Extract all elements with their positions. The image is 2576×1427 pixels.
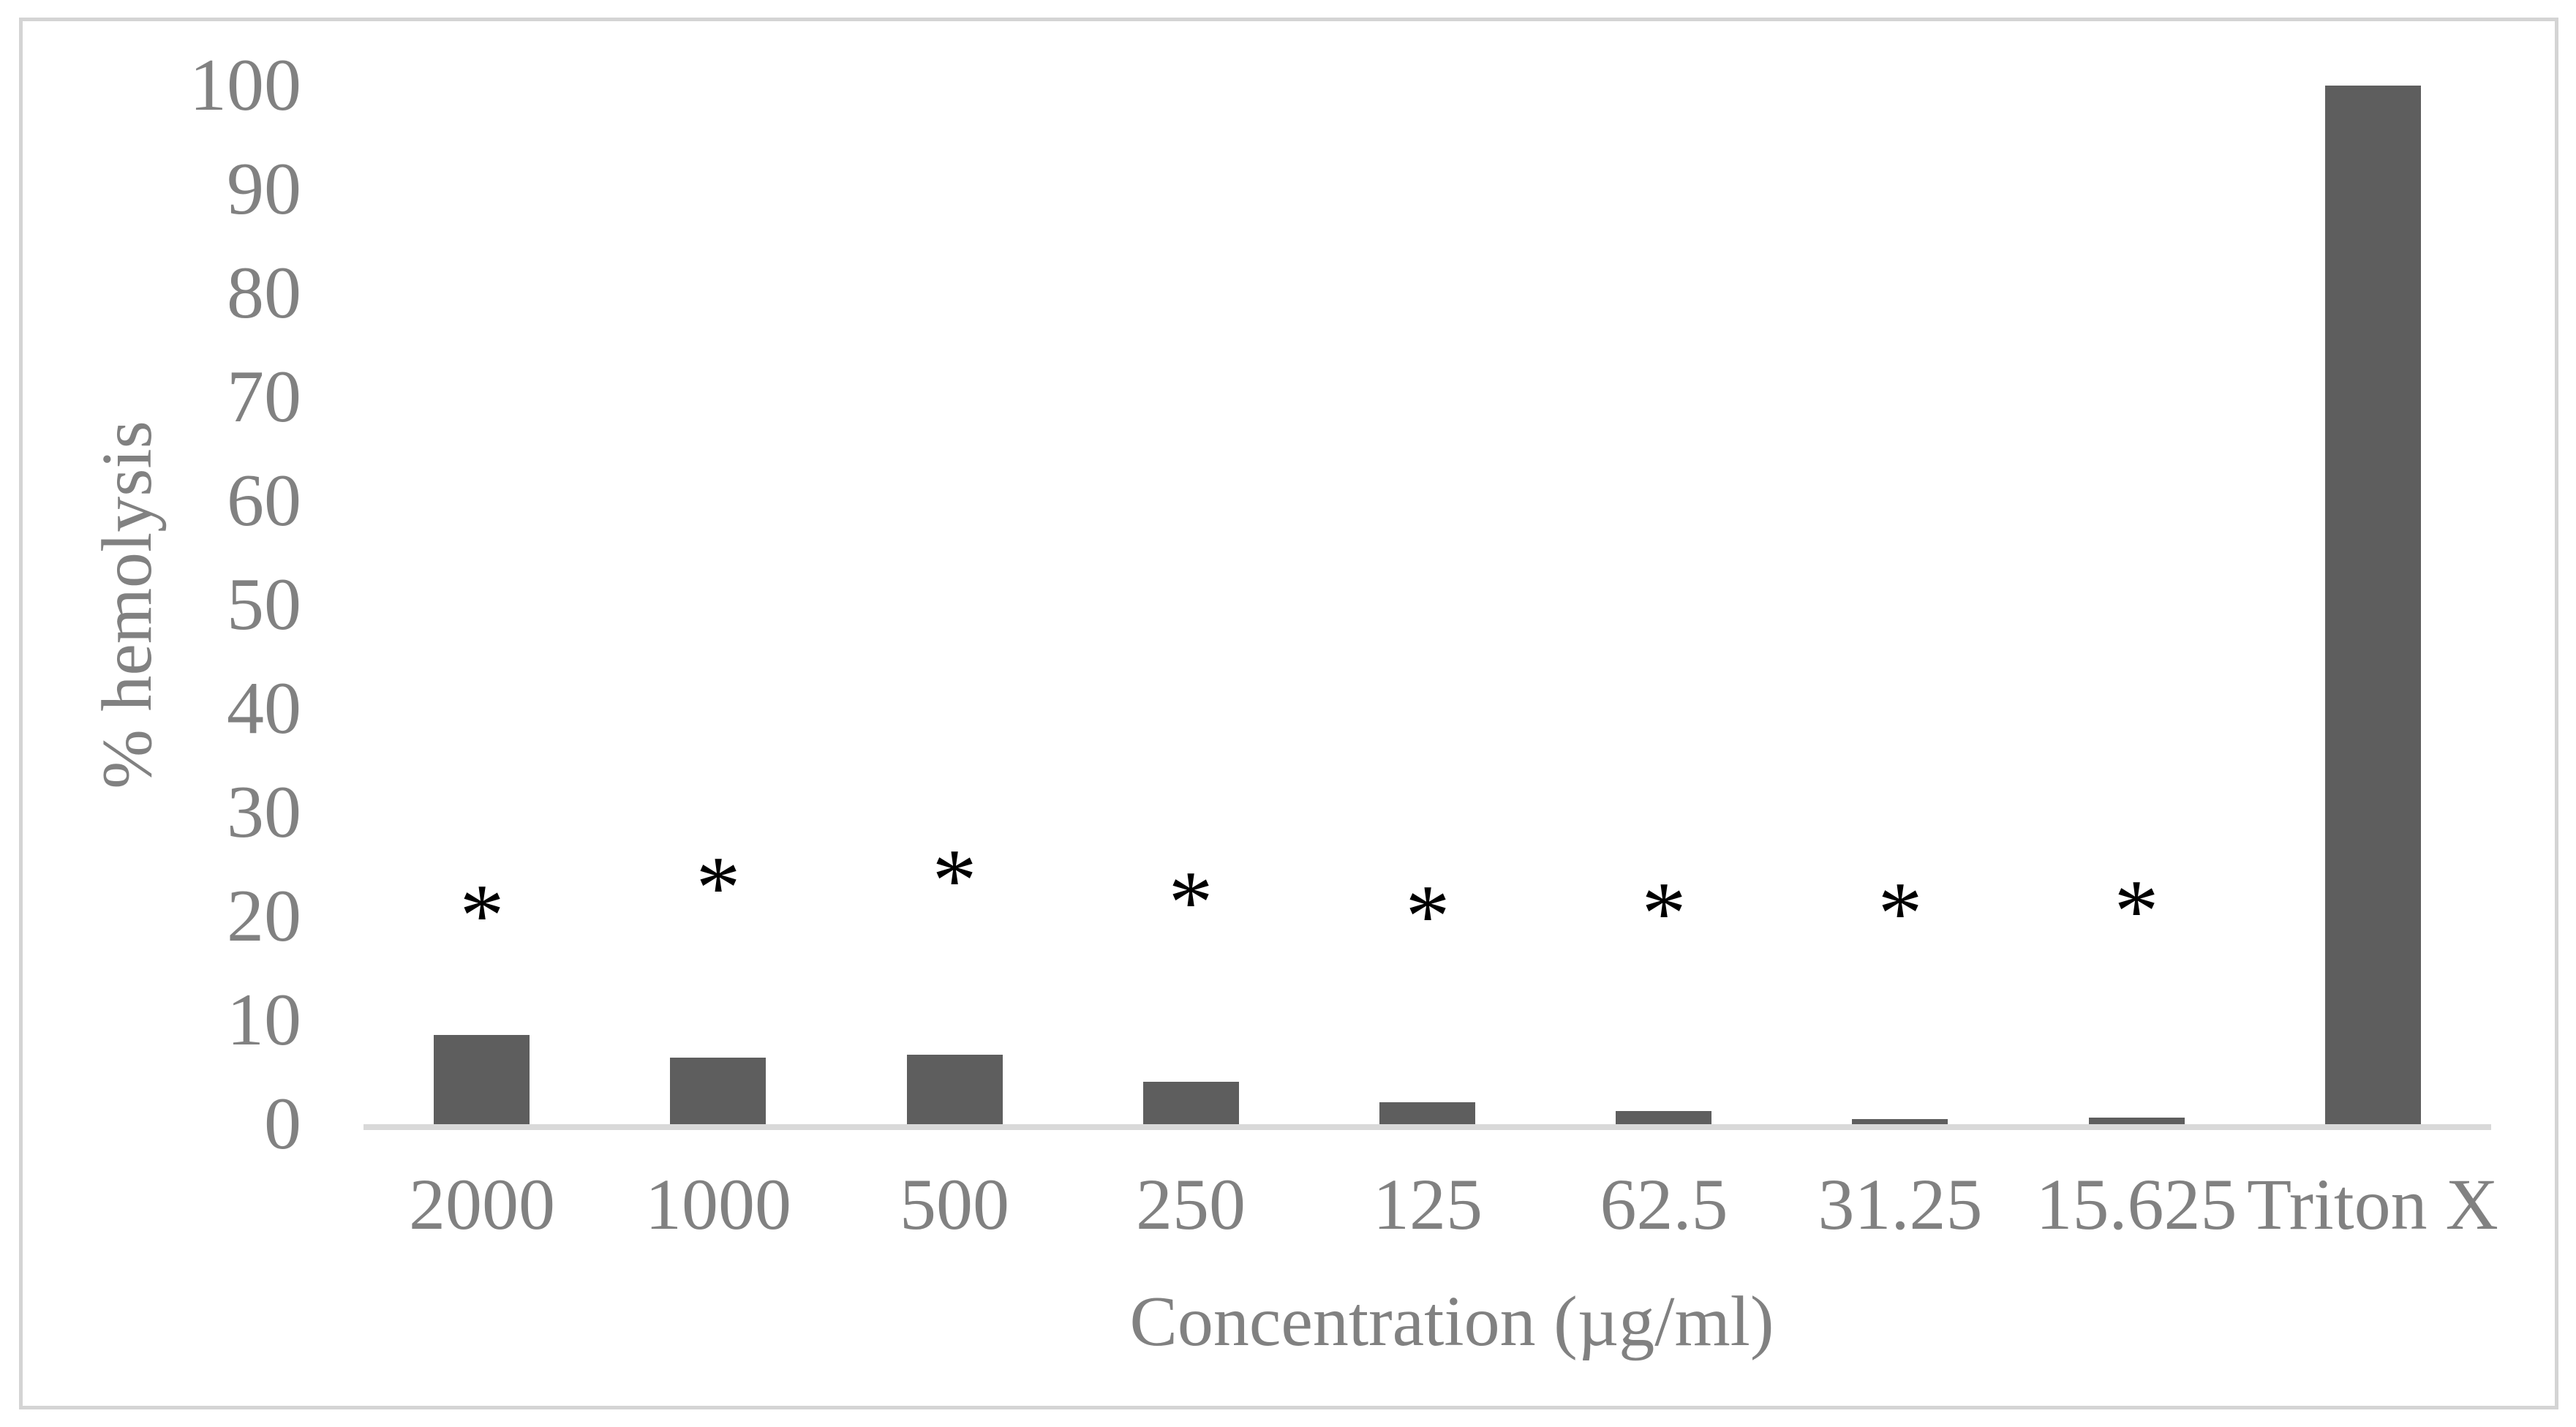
y-tick-label: 10	[227, 979, 301, 1061]
x-tick-label: 31.25	[1818, 1164, 1983, 1245]
x-tick-label: 15.625	[2035, 1164, 2237, 1245]
x-tick-label: 125	[1373, 1164, 1483, 1245]
y-tick-label: 40	[227, 667, 301, 750]
y-tick-label: 50	[227, 563, 301, 646]
y-tick-label: 60	[227, 459, 301, 542]
significance-asterisk: *	[2114, 861, 2159, 960]
bar-1000	[670, 1058, 766, 1124]
x-tick-label: Triton X	[2247, 1164, 2498, 1245]
significance-asterisk: *	[1878, 863, 1923, 963]
y-axis-title: % hemolysis	[88, 421, 167, 789]
y-tick-label: 20	[227, 875, 301, 957]
x-axis-line	[364, 1124, 2491, 1130]
significance-asterisk: *	[1641, 863, 1687, 963]
x-tick-label: 500	[900, 1164, 1009, 1245]
bar-31.25	[1852, 1119, 1948, 1124]
significance-asterisk: *	[932, 830, 977, 930]
bar-250	[1143, 1082, 1239, 1124]
bar-500	[907, 1055, 1003, 1124]
y-tick-label: 90	[227, 148, 301, 230]
x-tick-label: 250	[1136, 1164, 1246, 1245]
y-tick-label: 30	[227, 771, 301, 854]
y-tick-label: 80	[227, 252, 301, 334]
x-tick-label: 1000	[645, 1164, 791, 1245]
bar-2000	[434, 1035, 530, 1124]
significance-asterisk: *	[459, 865, 505, 965]
significance-asterisk: *	[1405, 866, 1450, 965]
chart-border-frame	[19, 18, 2558, 1409]
bar-triton-x	[2325, 86, 2421, 1124]
bar-62.5	[1616, 1111, 1711, 1124]
significance-asterisk: *	[696, 837, 741, 937]
x-tick-label: 2000	[409, 1164, 555, 1245]
x-tick-label: 62.5	[1600, 1164, 1728, 1245]
y-tick-label: 0	[264, 1083, 301, 1165]
y-tick-label: 70	[227, 355, 301, 438]
y-tick-label: 100	[189, 44, 301, 127]
x-axis-title: Concentration (µg/ml)	[1129, 1282, 1774, 1362]
bar-15.625	[2089, 1118, 2185, 1124]
bar-125	[1379, 1102, 1475, 1124]
significance-asterisk: *	[1168, 852, 1213, 952]
